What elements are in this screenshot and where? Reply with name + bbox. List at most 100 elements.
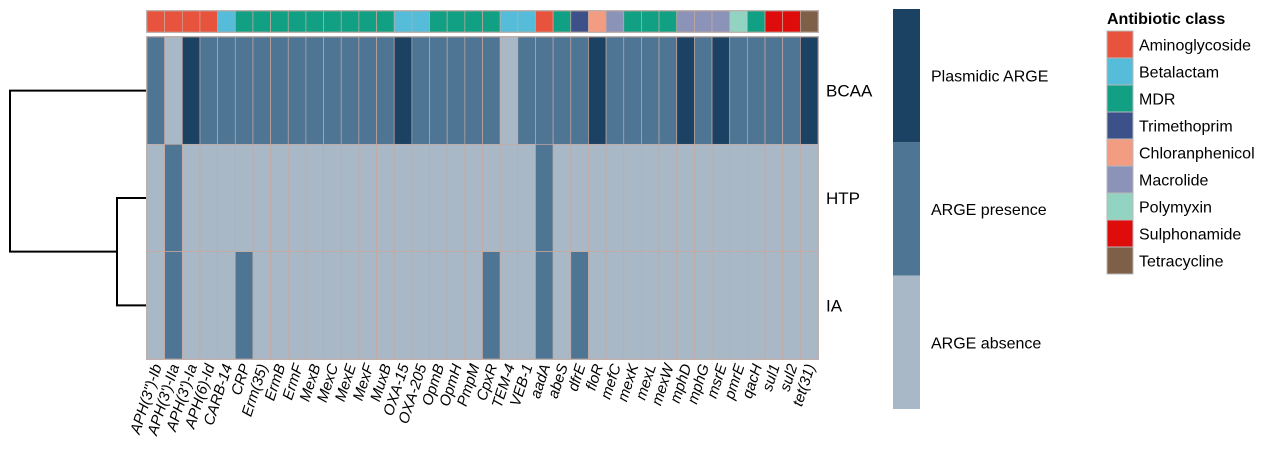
cell-ia-flor (588, 251, 607, 360)
class-cell-cpxr (482, 10, 501, 33)
cell-bcaa-mefc (605, 36, 625, 145)
cell-bcaa-opmh (446, 36, 466, 145)
cell-ia-sul1 (764, 251, 784, 360)
cell-ia-pmpm (464, 251, 483, 360)
cell-ia-ermb (270, 251, 289, 360)
cell-htp-mexc (323, 143, 342, 253)
class-cell-mexe (340, 10, 360, 33)
class-cell-aph-3-ib (146, 10, 166, 33)
cell-bcaa-crp (234, 36, 254, 145)
legend-label-tetracycline: Tetracycline (1139, 254, 1224, 271)
cell-bcaa-msre (711, 36, 731, 145)
cell-htp-sul1 (764, 143, 784, 253)
cell-ia-abes (552, 251, 572, 360)
legend-title: Antibiotic class (1107, 11, 1225, 28)
class-cell-dfre (570, 10, 589, 33)
cell-ia-carb-14 (217, 251, 236, 360)
cell-bcaa-pmpm (464, 36, 483, 145)
cell-ia-veb-1 (517, 251, 536, 360)
value-scale-swatch-arge-absence (893, 275, 920, 409)
row-labels: BCAA HTP IA (826, 82, 873, 316)
cell-ia-aada (535, 251, 554, 360)
cell-bcaa-muxb (376, 36, 395, 145)
class-cell-erm-35 (252, 10, 271, 33)
class-cell-mphg (694, 10, 713, 33)
legend-swatch-aminoglycoside (1106, 30, 1134, 59)
class-cell-crp (234, 10, 254, 33)
cell-ia-mexb (305, 251, 324, 360)
legend-label-sulphonamide: Sulphonamide (1139, 227, 1241, 244)
class-cell-abes (552, 10, 572, 33)
cell-htp-pmpm (464, 143, 483, 253)
cell-bcaa-aph-3-ib (146, 36, 166, 145)
legend-swatch-macrolide (1106, 165, 1134, 194)
class-cell-opmh (446, 10, 466, 33)
class-cell-sul2 (782, 10, 801, 33)
cell-bcaa-sul1 (764, 36, 784, 145)
dendrogram-branches (9, 89, 146, 307)
cell-ia-muxb (376, 251, 395, 360)
cell-htp-opmb (429, 143, 448, 253)
class-cell-mexw (658, 10, 678, 33)
value-scale-legend: Plasmidic ARGE ARGE presence ARGE absence (893, 9, 1048, 409)
cell-bcaa-oxa-15 (393, 36, 413, 145)
class-cell-aph-3-iia (164, 10, 183, 33)
value-scale-swatch-plasmidic-arge (893, 9, 920, 143)
class-cell-carb-14 (217, 10, 236, 33)
class-cell-aph-6-id (199, 10, 218, 33)
cell-htp-qach (747, 143, 766, 253)
cell-htp-flor (588, 143, 607, 253)
cell-ia-oxa-15 (393, 251, 413, 360)
class-cell-mexb (305, 10, 324, 33)
cell-ia-cpxr (482, 251, 501, 360)
cell-bcaa-mexe (340, 36, 360, 145)
cell-ia-crp (234, 251, 254, 360)
cell-ia-aph-3-ib (146, 251, 166, 360)
cell-ia-mexe (340, 251, 360, 360)
class-cell-tem-4 (499, 10, 519, 33)
cell-ia-opmb (429, 251, 448, 360)
cell-bcaa-flor (588, 36, 607, 145)
cell-htp-erm-35 (252, 143, 271, 253)
class-cell-aada (535, 10, 554, 33)
cell-bcaa-dfre (570, 36, 589, 145)
cell-ia-pmre (729, 251, 748, 360)
cell-htp-pmre (729, 143, 748, 253)
cell-htp-ermb (270, 143, 289, 253)
row-dendrogram (9, 89, 146, 307)
legend-swatch-trimethoprim (1106, 111, 1134, 140)
cell-ia-tet-31 (799, 251, 819, 360)
row-label-ia: IA (826, 296, 843, 315)
cell-ia-mexk (623, 251, 642, 360)
legend-swatch-mdr (1106, 84, 1134, 113)
cell-bcaa-mexl (641, 36, 660, 145)
cell-bcaa-mexw (658, 36, 678, 145)
class-cell-mexk (623, 10, 642, 33)
legend-swatch-betalactam (1106, 57, 1134, 86)
legend-swatch-sulphonamide (1106, 219, 1134, 248)
cell-bcaa-mexc (323, 36, 342, 145)
cell-htp-tem-4 (499, 143, 519, 253)
row-label-bcaa: BCAA (826, 82, 873, 101)
legend-swatch-tetracycline (1106, 246, 1134, 275)
class-cell-ermf (287, 10, 307, 33)
cell-ia-mefc (605, 251, 625, 360)
column-labels: APH(3'')-IbAPH(3')-IIaAPH(3')-IaAPH(6)-I… (127, 360, 819, 438)
cell-htp-mphg (694, 143, 713, 253)
value-scale-swatch-arge-presence (893, 142, 920, 276)
legend-label-chloranphenicol: Chloranphenicol (1139, 146, 1255, 163)
cell-bcaa-mphg (694, 36, 713, 145)
antibiotic-class-legend: Antibiotic class Aminoglycoside Betalactam… (1106, 11, 1255, 275)
value-scale-label-arge-absence: ARGE absence (931, 335, 1041, 352)
class-cell-oxa-15 (393, 10, 413, 33)
cell-htp-aph-3-iia (164, 143, 183, 253)
cell-bcaa-tet-31 (799, 36, 819, 145)
class-cell-mexl (641, 10, 660, 33)
cell-bcaa-mexf (358, 36, 377, 145)
cell-ia-mexl (641, 251, 660, 360)
cell-htp-cpxr (482, 143, 501, 253)
class-cell-qach (747, 10, 766, 33)
cell-bcaa-aph-3-iia (164, 36, 183, 145)
cell-htp-crp (234, 143, 254, 253)
row-label-htp: HTP (826, 189, 860, 208)
